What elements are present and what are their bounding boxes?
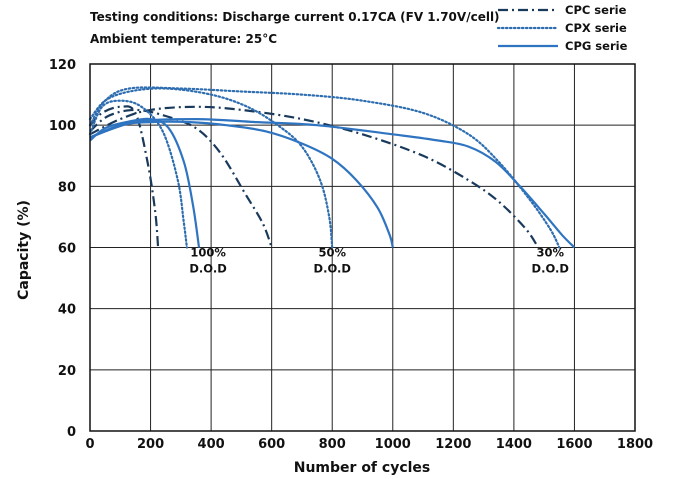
x-tick-label: 1200 [435, 437, 471, 452]
x-tick-label: 1000 [375, 437, 411, 452]
y-tick-label: 120 [49, 58, 76, 73]
series-line-cpc-serie-50-d-o-d [89, 108, 273, 248]
dod-labels: 100% D.O.D 50% D.O.D 30% D.O.D [189, 246, 568, 276]
ambient-temperature-text: Ambient temperature: 25°C [90, 32, 277, 46]
y-tick-label: 100 [49, 119, 76, 134]
x-tick-label: 200 [137, 437, 164, 452]
y-tick-label: 80 [58, 180, 76, 195]
x-tick-label: 600 [258, 437, 285, 452]
x-tick-label: 1400 [496, 437, 532, 452]
series-line-cpc-serie-30-d-o-d [89, 105, 540, 249]
legend: CPC serie CPX serie CPG serie [496, 3, 628, 53]
testing-conditions-text: Testing conditions: Discharge current 0.… [90, 10, 500, 24]
x-tick-label: 0 [85, 437, 94, 452]
series-line-cpc-serie-100-d-o-d [89, 105, 160, 248]
x-tick-label: 400 [198, 437, 225, 452]
legend-label-cpg-serie: CPG serie [565, 39, 628, 53]
x-tick-label: 1600 [556, 437, 592, 452]
label-dod100: 100% D.O.D [189, 246, 226, 276]
y-tick-label: 0 [67, 425, 76, 440]
series-line-cpg-serie-30-d-o-d [89, 117, 576, 249]
x-axis-title: Number of cycles [294, 460, 431, 476]
curves [88, 86, 576, 249]
y-tick-labels: 0 20 40 60 80 100 120 [49, 58, 76, 440]
y-axis-title: Capacity (%) [16, 200, 32, 300]
y-tick-label: 60 [58, 242, 76, 257]
legend-label-cpx-serie: CPX serie [565, 21, 627, 35]
x-tick-label: 800 [319, 437, 346, 452]
series-line-cpx-serie-100-d-o-d [88, 99, 188, 249]
legend-label-cpc-serie: CPC serie [565, 3, 627, 17]
series-line-cpg-serie-100-d-o-d [89, 117, 201, 248]
x-tick-label: 1800 [617, 437, 653, 452]
series-line-cpx-serie-30-d-o-d [88, 86, 561, 249]
plot-frame [89, 63, 636, 432]
label-dod50: 50% D.O.D [314, 246, 351, 276]
series-line-cpx-serie-50-d-o-d [88, 87, 334, 249]
y-tick-label: 20 [58, 364, 76, 379]
label-dod30: 30% D.O.D [532, 246, 569, 276]
series-line-cpg-serie-50-d-o-d [89, 120, 394, 248]
y-tick-label: 40 [58, 303, 76, 318]
x-tick-labels: 0 200 400 600 800 1000 1200 1400 1600 1800 [85, 437, 653, 452]
